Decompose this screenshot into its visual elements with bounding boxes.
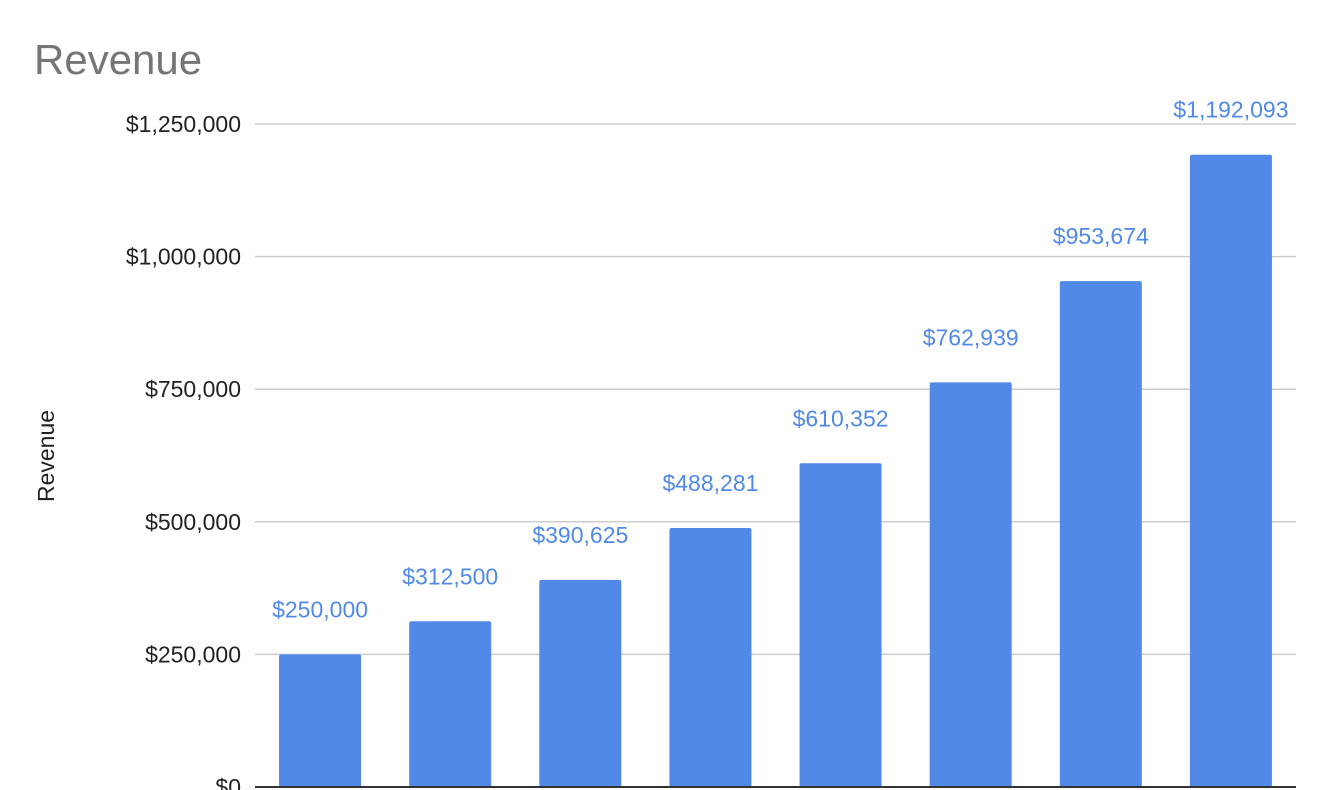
y-tick-label: $500,000: [145, 509, 241, 535]
data-label: $250,000: [272, 596, 368, 622]
y-tick-label: $1,000,000: [126, 244, 241, 270]
data-label: $953,674: [1053, 223, 1149, 249]
bar: [1059, 281, 1142, 787]
y-tick-label: $750,000: [145, 376, 241, 402]
bar: [539, 579, 622, 787]
data-label: $1,192,093: [1173, 97, 1288, 123]
data-label: $488,281: [662, 470, 758, 496]
data-label: $390,625: [532, 522, 628, 548]
y-tick-label: $250,000: [145, 641, 241, 667]
bar: [279, 654, 362, 787]
data-label: $610,352: [793, 405, 889, 431]
y-axis-title: Revenue: [33, 410, 59, 502]
bar: [409, 621, 492, 787]
bar: [929, 382, 1012, 787]
bar: [1189, 154, 1272, 787]
data-label: $762,939: [923, 324, 1019, 350]
y-tick-label: $0: [215, 774, 241, 790]
chart-title: Revenue: [34, 36, 203, 83]
bar: [669, 528, 752, 787]
y-tick-label: $1,250,000: [126, 111, 241, 137]
data-label: $312,500: [402, 563, 498, 589]
bar: [799, 463, 882, 787]
